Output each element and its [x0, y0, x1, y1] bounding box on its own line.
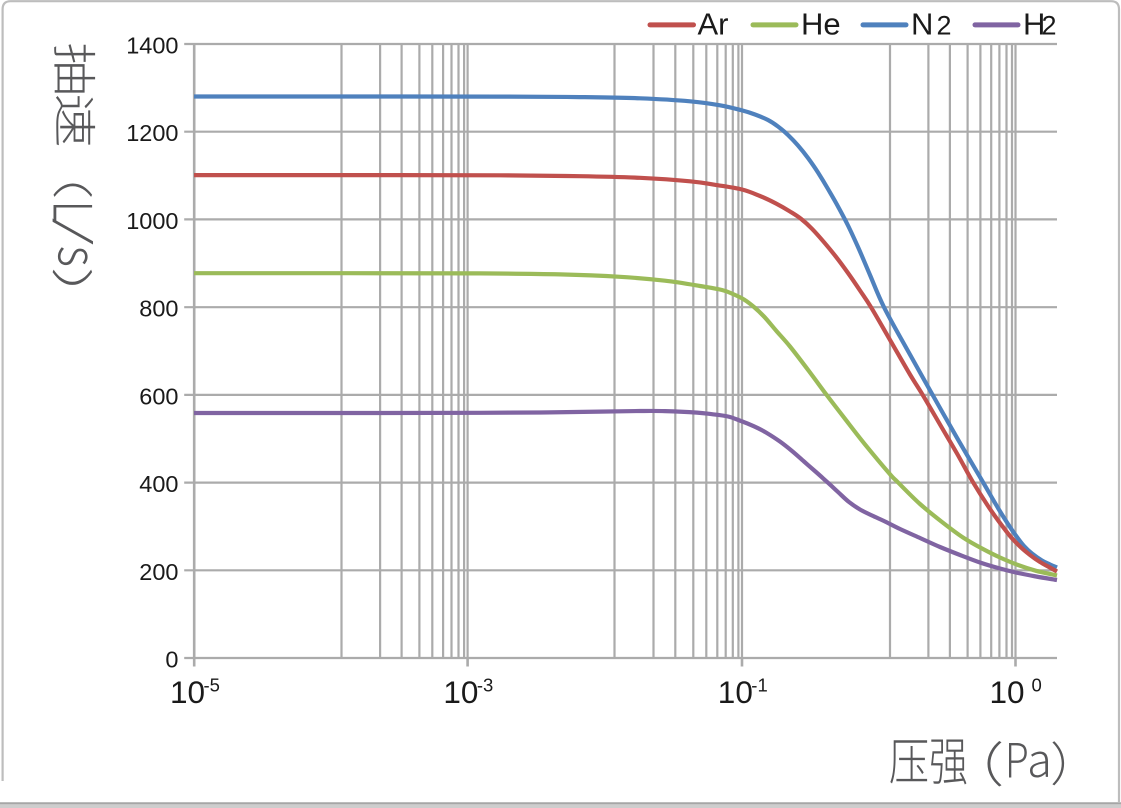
- svg-text:2: 2: [1042, 10, 1057, 40]
- svg-text:10: 10: [718, 674, 753, 710]
- svg-text:-1: -1: [751, 675, 767, 696]
- svg-text:200: 200: [139, 559, 178, 585]
- svg-text:1200: 1200: [126, 120, 178, 146]
- svg-text:H: H: [1023, 6, 1045, 41]
- svg-text:2: 2: [937, 10, 952, 40]
- svg-text:1400: 1400: [126, 33, 178, 59]
- svg-text:1000: 1000: [126, 208, 178, 234]
- svg-text:10: 10: [990, 674, 1025, 710]
- svg-text:N: N: [911, 6, 933, 41]
- svg-text:10: 10: [170, 674, 205, 710]
- svg-text:800: 800: [139, 296, 178, 322]
- svg-text:600: 600: [139, 383, 178, 409]
- svg-text:He: He: [801, 6, 841, 41]
- svg-text:0: 0: [1032, 675, 1042, 696]
- svg-text:-3: -3: [477, 675, 493, 696]
- svg-text:0: 0: [165, 647, 178, 673]
- svg-text:400: 400: [139, 471, 178, 497]
- svg-text:Ar: Ar: [698, 6, 729, 41]
- svg-text:10: 10: [443, 674, 478, 710]
- svg-text:-5: -5: [204, 675, 220, 696]
